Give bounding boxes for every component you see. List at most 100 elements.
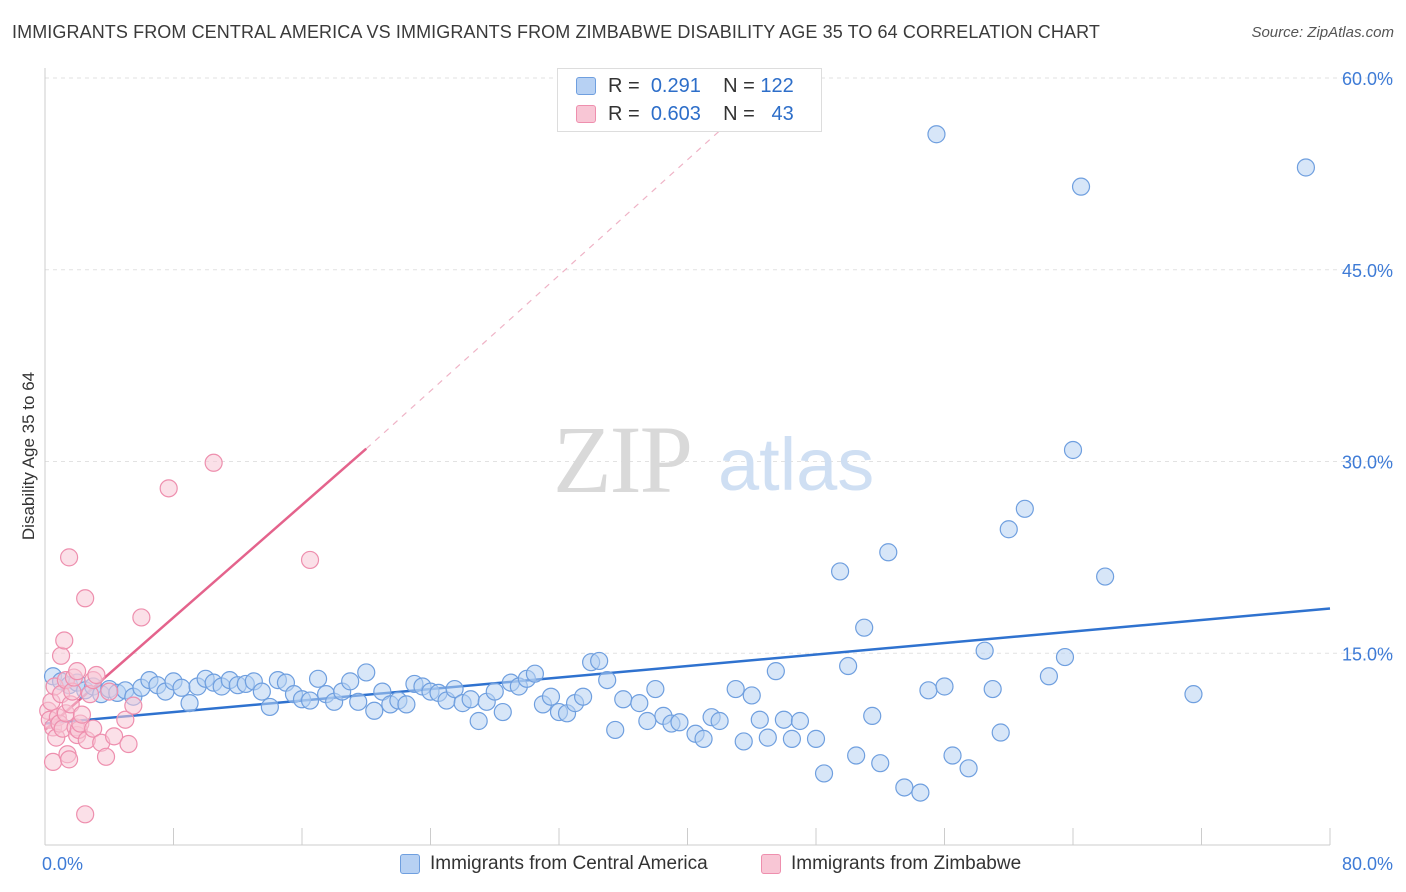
point-central-america [1184, 685, 1203, 704]
point-central-america [1063, 440, 1083, 460]
point-central-america [485, 682, 504, 701]
y-tick-label: 60.0% [1342, 69, 1393, 89]
point-central-america [895, 778, 914, 797]
x-tick-label: 0.0% [42, 854, 83, 874]
point-central-america [766, 662, 785, 681]
bottom-legend-swatch-pink [761, 854, 781, 874]
point-central-america [373, 682, 392, 701]
point-central-america [863, 706, 882, 725]
point-central-america [541, 687, 561, 706]
point-central-america [975, 641, 994, 660]
point-central-america [935, 677, 954, 696]
point-zimbabwe [76, 589, 95, 608]
point-zimbabwe [59, 750, 79, 769]
bottom-legend-zimbabwe[interactable]: Immigrants from Zimbabwe [761, 852, 1021, 876]
point-zimbabwe [55, 631, 74, 650]
watermark: ZIP atlas [553, 406, 874, 513]
point-central-america [614, 690, 633, 709]
point-zimbabwe [159, 479, 178, 498]
axes [44, 68, 1331, 846]
point-central-america [847, 746, 866, 765]
data-points [39, 125, 1316, 824]
point-central-america [839, 656, 858, 676]
point-central-america [525, 664, 545, 683]
point-zimbabwe [96, 747, 116, 766]
bottom-legend-label: Immigrants from Central America [430, 853, 708, 874]
point-central-america [782, 729, 802, 748]
point-zimbabwe [100, 682, 119, 701]
point-central-america [750, 710, 769, 729]
point-zimbabwe [87, 665, 106, 685]
point-central-america [172, 678, 191, 697]
point-central-america [919, 681, 938, 700]
point-zimbabwe [59, 548, 79, 567]
legend-swatch-pink [576, 105, 596, 123]
point-zimbabwe [204, 453, 223, 472]
legend-row-zimbabwe: R = 0.603 N = 43 [576, 101, 794, 127]
x-tick-label: 80.0% [1342, 854, 1393, 874]
trend-line-zimbabwe-extension [365, 115, 737, 450]
point-central-america [252, 682, 271, 701]
legend-r-value: 0.603 [650, 102, 701, 125]
legend-n-label: N = [723, 102, 755, 125]
point-zimbabwe [132, 608, 151, 627]
point-zimbabwe [72, 705, 92, 724]
point-central-america [911, 783, 930, 802]
point-central-america [445, 679, 464, 699]
point-central-america [1055, 647, 1075, 667]
point-central-america [365, 701, 384, 720]
point-central-america [983, 679, 1002, 699]
point-central-america [1039, 667, 1059, 686]
point-zimbabwe [300, 550, 320, 570]
point-central-america [646, 679, 665, 699]
legend-n-value: 43 [771, 102, 794, 125]
point-central-america [469, 711, 488, 731]
point-zimbabwe [104, 727, 124, 746]
point-central-america [999, 520, 1018, 539]
legend-r-label: R = [608, 102, 640, 125]
point-central-america [308, 669, 328, 688]
point-zimbabwe [76, 805, 95, 824]
point-central-america [694, 729, 713, 748]
point-central-america [493, 702, 512, 722]
y-axis-title: Disability Age 35 to 64 [19, 372, 38, 540]
point-central-america [814, 764, 834, 783]
point-central-america [606, 720, 625, 740]
point-central-america [357, 663, 376, 682]
bottom-legend-label: Immigrants from Zimbabwe [791, 853, 1022, 874]
point-central-america [341, 672, 360, 691]
point-central-america [790, 711, 810, 731]
source-label: Source: ZipAtlas.com [1251, 24, 1394, 41]
point-central-america [879, 543, 898, 562]
chart-title: IMMIGRANTS FROM CENTRAL AMERICA VS IMMIG… [12, 22, 1100, 42]
point-central-america [830, 562, 850, 581]
point-central-america [1071, 177, 1091, 196]
point-central-america [638, 711, 657, 731]
point-central-america [630, 694, 649, 713]
point-zimbabwe [68, 662, 87, 681]
y-tick-label: 15.0% [1342, 644, 1393, 664]
point-central-america [260, 697, 279, 717]
point-zimbabwe [116, 710, 135, 729]
legend-swatch-blue [576, 77, 596, 95]
legend-n-label: N = [723, 74, 755, 97]
watermark-atlas: atlas [718, 423, 874, 506]
legend-box: R = 0.291 N = 122 R = 0.603 N = 43 [557, 68, 822, 132]
point-central-america [598, 670, 617, 690]
point-central-america [991, 723, 1010, 742]
point-central-america [959, 759, 978, 778]
point-central-america [855, 618, 874, 637]
point-central-america [742, 686, 761, 705]
point-central-america [1096, 567, 1115, 586]
point-central-america [1015, 499, 1034, 518]
point-central-america [806, 729, 826, 748]
bottom-legend-central-america[interactable]: Immigrants from Central America [400, 852, 708, 876]
watermark-zip: ZIP [553, 406, 691, 513]
point-central-america [1296, 158, 1316, 177]
legend-r-label: R = [608, 74, 640, 97]
point-central-america [871, 754, 890, 773]
tick-labels: 15.0% 30.0% 45.0% 60.0% 0.0% 80.0% [42, 69, 1393, 874]
point-central-america [670, 713, 689, 732]
point-central-america [927, 125, 946, 144]
